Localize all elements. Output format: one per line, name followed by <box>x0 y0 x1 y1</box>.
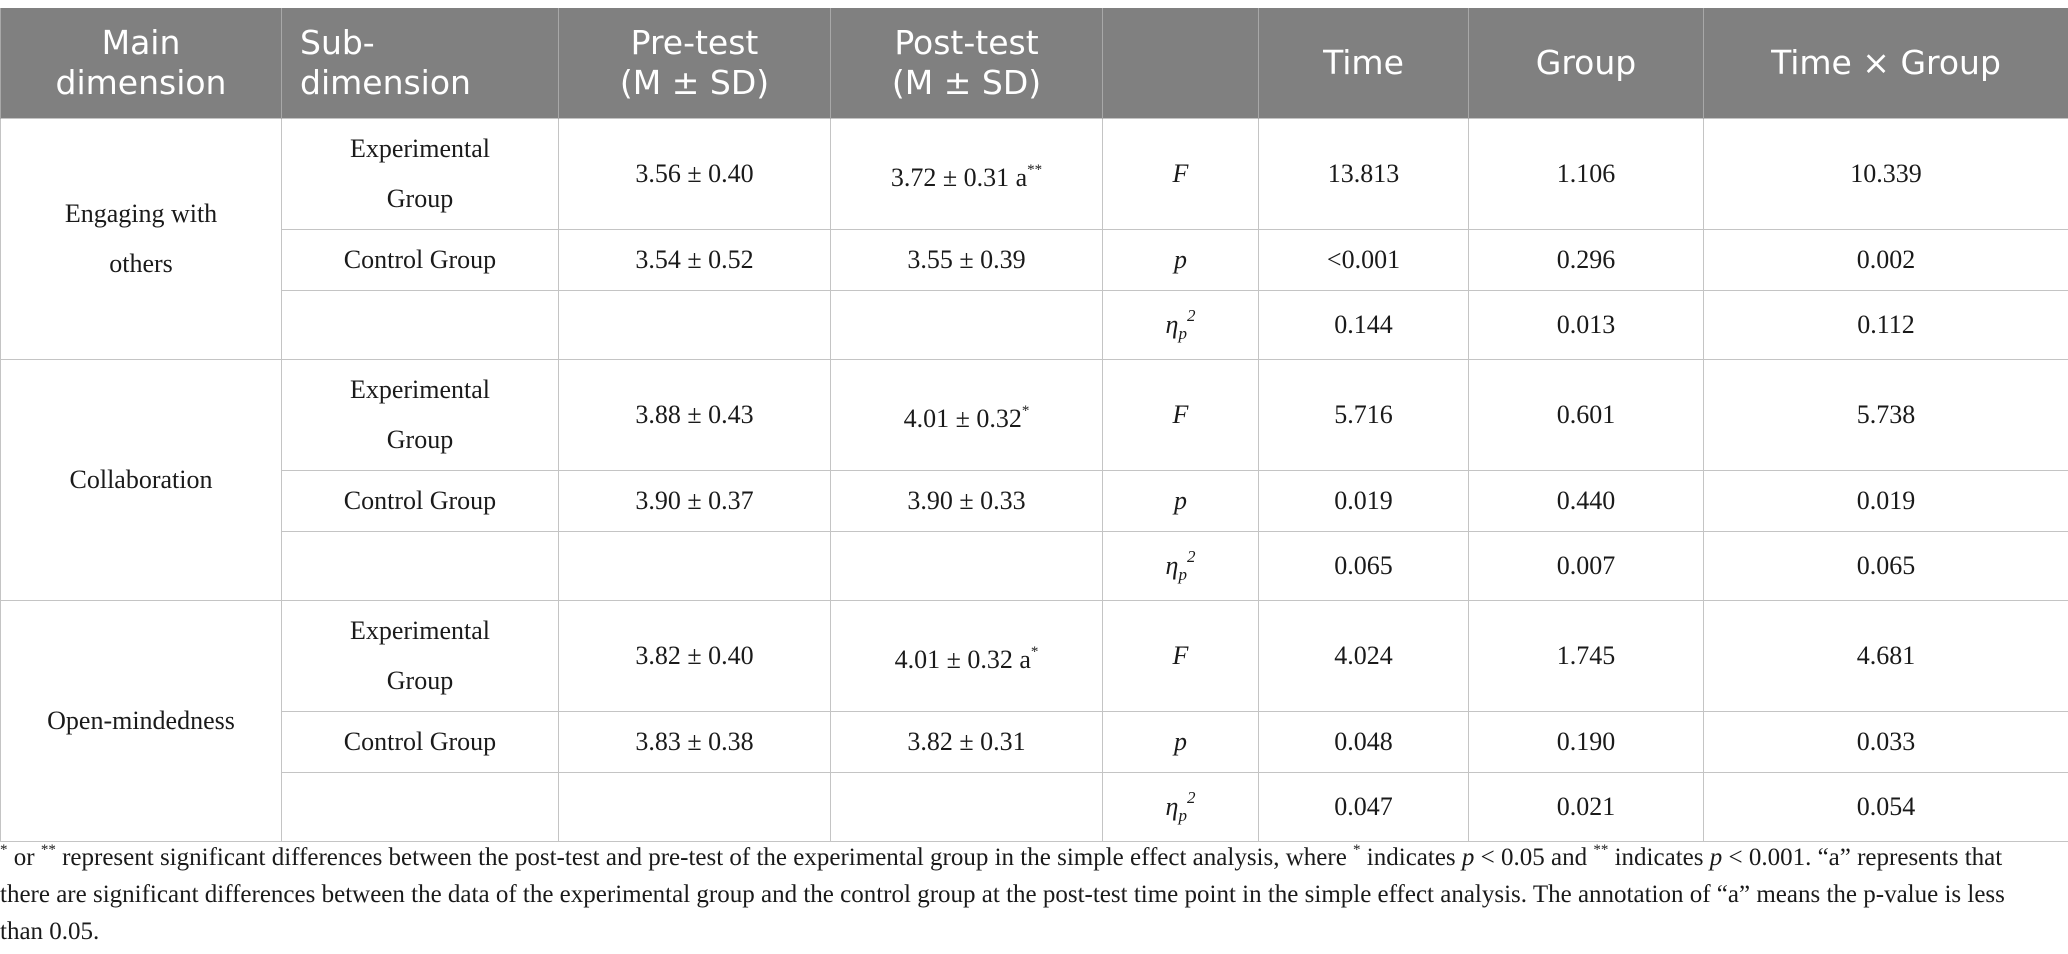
empty-cell <box>830 772 1103 842</box>
empty-cell <box>558 531 831 601</box>
stat-label-f: F <box>1102 118 1259 230</box>
interaction-cell: 0.065 <box>1703 531 2068 601</box>
stat-label-f: F <box>1102 359 1259 471</box>
time-cell: 5.716 <box>1258 359 1469 471</box>
empty-cell <box>830 290 1103 360</box>
table-row: ηp2 0.144 0.013 0.112 <box>1 290 2068 360</box>
empty-cell <box>281 772 559 842</box>
sub-dimension-cell: Experimental Group <box>281 600 559 712</box>
sub-dimension-cell: Experimental Group <box>281 118 559 230</box>
table-row: ηp2 0.065 0.007 0.065 <box>1 531 2068 601</box>
post-test-cell: 3.72 ± 0.31 a** <box>830 118 1103 230</box>
post-test-cell: 3.55 ± 0.39 <box>830 229 1103 291</box>
stat-label-f: F <box>1102 600 1259 712</box>
header-row: Main dimension Sub-dimension Pre-test (M… <box>0 8 2068 119</box>
group-cell: 0.601 <box>1468 359 1704 471</box>
group-cell: 1.745 <box>1468 600 1704 712</box>
results-table-container: Main dimension Sub-dimension Pre-test (M… <box>0 8 2068 842</box>
time-cell: 13.813 <box>1258 118 1469 230</box>
significance-mark: * <box>1021 403 1030 419</box>
header-stat <box>1102 8 1259 119</box>
empty-cell <box>558 772 831 842</box>
time-cell: 0.065 <box>1258 531 1469 601</box>
pre-test-cell: 3.90 ± 0.37 <box>558 470 831 532</box>
interaction-cell: 0.112 <box>1703 290 2068 360</box>
empty-cell <box>558 290 831 360</box>
significance-mark: ** <box>1027 162 1043 178</box>
stat-label-eta: ηp2 <box>1102 290 1259 360</box>
group-cell: 0.296 <box>1468 229 1704 291</box>
group-cell: 0.021 <box>1468 772 1704 842</box>
main-dimension-cell: Open-mindedness <box>0 600 282 842</box>
interaction-cell: 10.339 <box>1703 118 2068 230</box>
pre-test-cell: 3.88 ± 0.43 <box>558 359 831 471</box>
sub-dimension-cell: Control Group <box>281 229 559 291</box>
stat-label-p: p <box>1102 470 1259 532</box>
table-row: Open-mindedness Experimental Group 3.82 … <box>0 600 2068 842</box>
post-test-cell: 3.82 ± 0.31 <box>830 711 1103 773</box>
table-row: ηp2 0.047 0.021 0.054 <box>1 772 2068 842</box>
header-group: Group <box>1468 8 1704 119</box>
interaction-cell: 5.738 <box>1703 359 2068 471</box>
interaction-cell: 0.019 <box>1703 470 2068 532</box>
main-dimension-cell: Engaging with others <box>0 118 282 360</box>
empty-cell <box>281 290 559 360</box>
empty-cell <box>830 531 1103 601</box>
sub-dimension-cell: Experimental Group <box>281 359 559 471</box>
stat-label-eta: ηp2 <box>1102 531 1259 601</box>
table-row: Engaging with others Experimental Group … <box>0 118 2068 360</box>
sub-dimension-cell: Control Group <box>281 470 559 532</box>
post-test-cell: 3.90 ± 0.33 <box>830 470 1103 532</box>
table-row: Control Group 3.90 ± 0.37 3.90 ± 0.33 p … <box>1 470 2068 532</box>
table-row: Control Group 3.54 ± 0.52 3.55 ± 0.39 p … <box>1 229 2068 291</box>
post-test-cell: 4.01 ± 0.32* <box>830 359 1103 471</box>
time-cell: <0.001 <box>1258 229 1469 291</box>
header-time-x-group: Time × Group <box>1703 8 2068 119</box>
group-cell: 0.190 <box>1468 711 1704 773</box>
interaction-cell: 4.681 <box>1703 600 2068 712</box>
time-cell: 0.019 <box>1258 470 1469 532</box>
header-main-dimension: Main dimension <box>0 8 282 119</box>
time-cell: 4.024 <box>1258 600 1469 712</box>
interaction-cell: 0.033 <box>1703 711 2068 773</box>
pre-test-cell: 3.54 ± 0.52 <box>558 229 831 291</box>
main-dimension-cell: Collaboration <box>0 359 282 601</box>
table-footnote: * or ** represent significant difference… <box>0 842 2005 945</box>
header-post-test: Post-test (M ± SD) <box>830 8 1103 119</box>
group-cell: 0.013 <box>1468 290 1704 360</box>
pre-test-cell: 3.83 ± 0.38 <box>558 711 831 773</box>
header-sub-dimension: Sub-dimension <box>281 8 559 119</box>
group-cell: 1.106 <box>1468 118 1704 230</box>
header-pre-test: Pre-test (M ± SD) <box>558 8 831 119</box>
header-time: Time <box>1258 8 1469 119</box>
stat-label-p: p <box>1102 229 1259 291</box>
stat-label-p: p <box>1102 711 1259 773</box>
table-row: Collaboration Experimental Group 3.88 ± … <box>0 359 2068 601</box>
time-cell: 0.047 <box>1258 772 1469 842</box>
pre-test-cell: 3.82 ± 0.40 <box>558 600 831 712</box>
group-cell: 0.007 <box>1468 531 1704 601</box>
empty-cell <box>281 531 559 601</box>
post-test-cell: 4.01 ± 0.32 a* <box>830 600 1103 712</box>
interaction-cell: 0.054 <box>1703 772 2068 842</box>
sub-dimension-cell: Control Group <box>281 711 559 773</box>
significance-mark: * <box>1030 644 1039 660</box>
table-body: Engaging with others Experimental Group … <box>0 118 2068 842</box>
pre-test-cell: 3.56 ± 0.40 <box>558 118 831 230</box>
group-cell: 0.440 <box>1468 470 1704 532</box>
interaction-cell: 0.002 <box>1703 229 2068 291</box>
time-cell: 0.048 <box>1258 711 1469 773</box>
table-row: Control Group 3.83 ± 0.38 3.82 ± 0.31 p … <box>1 711 2068 773</box>
results-table: Main dimension Sub-dimension Pre-test (M… <box>0 8 2068 842</box>
time-cell: 0.144 <box>1258 290 1469 360</box>
